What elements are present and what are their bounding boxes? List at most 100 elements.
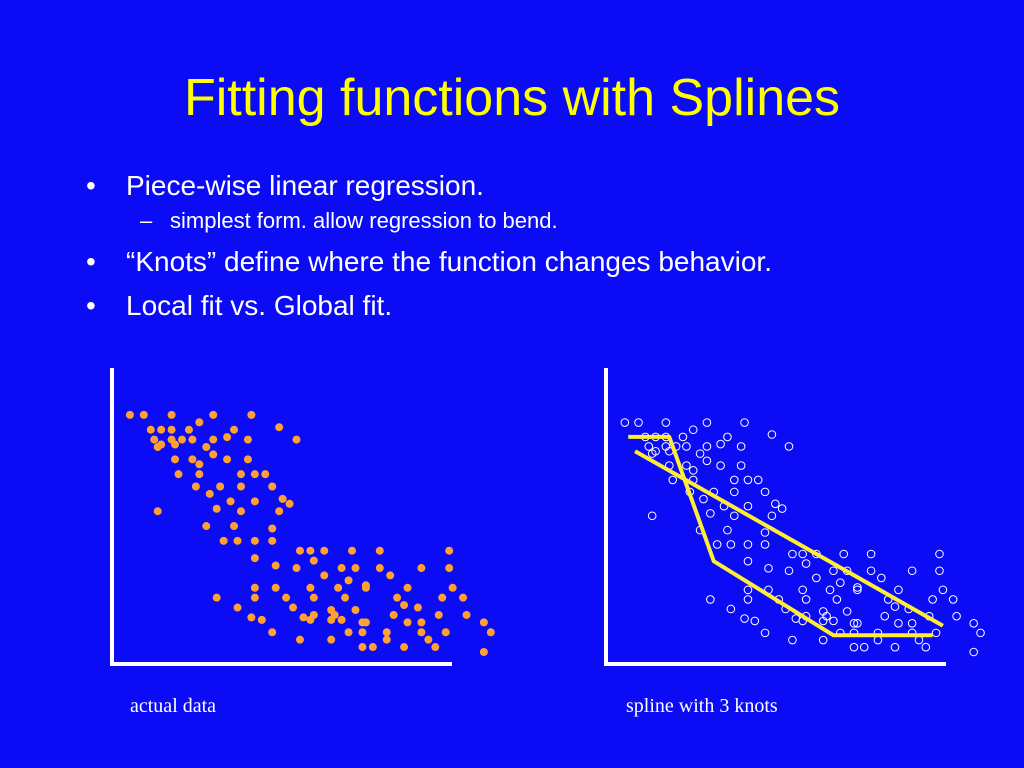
data-point [146,425,155,434]
data-point [236,482,245,491]
data-point [403,618,412,627]
data-point [250,554,259,563]
data-point [784,566,794,576]
data-point [295,635,304,644]
data-point [842,607,852,616]
slide-title: Fitting functions with Splines [183,69,841,127]
data-point [479,618,488,627]
data-point [382,628,391,637]
data-point [859,642,869,652]
data-point [706,595,715,604]
data-point [209,435,218,444]
data-point [678,432,688,442]
data-point [788,635,797,645]
data-point [729,475,739,485]
data-point [320,546,329,555]
data-point [177,435,186,444]
data-point [375,546,384,555]
data-point [682,461,691,470]
data-point [351,606,360,615]
data-point [261,470,270,479]
data-point [825,585,835,595]
data-point [829,566,838,576]
actual-data-caption: actual data [130,695,217,717]
data-point [236,470,245,479]
data-point [153,507,162,516]
data-point [191,482,200,491]
data-point [202,522,211,531]
data-point [740,418,749,427]
data-point [729,511,739,521]
data-point [647,511,657,521]
data-point [247,613,256,622]
data-point [257,615,266,624]
data-point [976,628,985,638]
data-point [723,432,732,442]
data-point [743,595,753,604]
data-point [167,410,176,419]
data-point [928,595,937,604]
data-point [712,540,722,549]
data-point [716,461,725,470]
data-point [184,425,193,434]
data-point [337,615,346,624]
data-point [743,556,753,566]
data-point [188,435,197,444]
data-point [767,511,777,521]
data-point [839,549,849,559]
data-point [243,455,252,464]
data-point [448,583,457,592]
data-point [894,619,903,628]
data-point [157,425,166,434]
data-point [361,583,370,592]
data-point [753,475,763,485]
data-point [706,509,715,518]
data-point [777,504,787,513]
data-point [921,642,931,652]
data-point [250,536,259,545]
data-point [341,593,350,602]
data-point [382,635,391,644]
bullet-item: • Local fit vs. Global fit. [86,290,772,322]
data-point [890,642,900,652]
spline-caption: spline with 3 knots [626,695,778,717]
data-point [139,410,148,419]
data-point [894,585,903,595]
data-point [223,455,232,464]
data-point [764,564,773,573]
data-point [434,610,443,619]
data-point [760,528,770,537]
sub-bullet-mark: – [140,208,153,233]
data-point [969,647,978,657]
data-point [620,418,630,427]
data-point [309,556,318,565]
bullet-list: • Piece-wise linear regression. – simple… [86,170,772,334]
data-point [907,566,917,576]
data-point [268,482,277,491]
sub-bullet-item: – simplest form. allow regression to ben… [140,208,772,234]
data-point [150,435,159,444]
data-point [736,442,746,451]
data-point [736,461,746,470]
bullet-item: • “Knots” define where the function chan… [86,246,772,278]
data-point [818,616,828,626]
data-point [171,455,180,464]
data-point [877,573,886,583]
data-point [743,501,753,511]
data-point [431,643,440,652]
data-point [644,442,654,451]
data-point [125,410,134,419]
data-point [295,546,304,555]
data-point [209,450,218,459]
data-point [230,425,239,434]
data-point [348,546,357,555]
data-point [890,602,900,611]
data-point [424,635,433,644]
data-point [935,566,944,576]
data-point [223,433,232,442]
data-point [445,546,454,555]
data-point [327,615,336,624]
data-point [952,611,961,621]
data-point [702,442,712,451]
